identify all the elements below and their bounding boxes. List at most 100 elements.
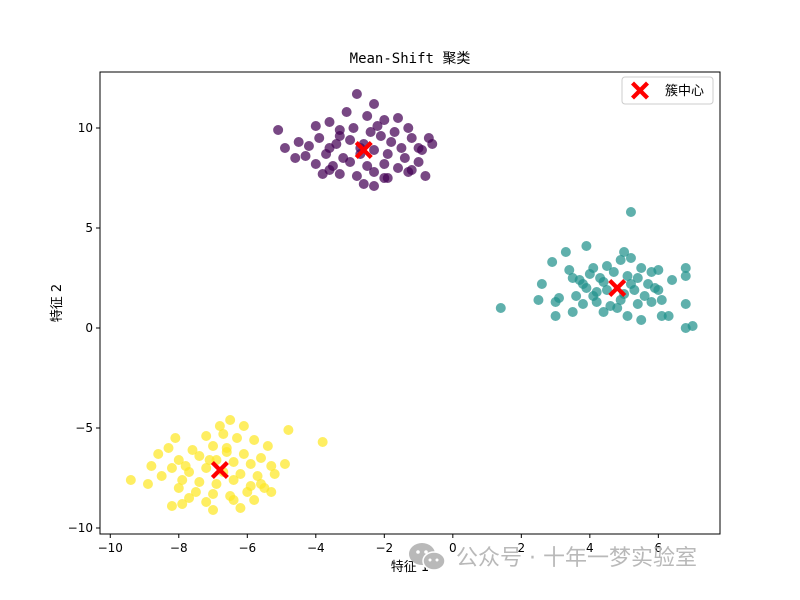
cluster-1-point <box>625 207 636 217</box>
cluster-0-point <box>334 169 345 179</box>
cluster-2-point <box>252 471 263 481</box>
cluster-2-point <box>242 487 253 497</box>
cluster-0-point <box>365 127 376 137</box>
cluster-1-point <box>619 247 630 257</box>
cluster-0-point <box>379 159 390 169</box>
cluster-2-point <box>249 435 260 445</box>
cluster-2-point <box>173 483 184 493</box>
cluster-1-point <box>687 321 698 331</box>
cluster-2-point <box>238 421 249 431</box>
cluster-2-point <box>177 475 188 485</box>
cluster-0-point <box>290 153 301 163</box>
cluster-1-point <box>571 291 582 301</box>
cluster-1-point <box>636 263 647 273</box>
cluster-2-point <box>279 459 290 469</box>
cluster-0-point <box>375 131 386 141</box>
cluster-1-point <box>536 279 547 289</box>
cluster-2-point <box>201 431 212 441</box>
cluster-1-point <box>598 307 609 317</box>
y-tick-label: −10 <box>68 521 93 535</box>
cluster-1-point <box>646 297 657 307</box>
cluster-0-point <box>403 167 414 177</box>
cluster-1-point <box>495 303 506 313</box>
cluster-2-point <box>238 449 249 459</box>
cluster-1-point <box>550 297 561 307</box>
cluster-1-point <box>653 285 664 295</box>
cluster-2-point <box>166 463 177 473</box>
cluster-0-point <box>314 133 325 143</box>
cluster-0-point <box>416 145 427 155</box>
cluster-1-point <box>680 271 691 281</box>
cluster-2-point <box>235 503 246 513</box>
cluster-0-point <box>334 131 345 141</box>
cluster-2-point <box>173 455 184 465</box>
cluster-0-point <box>413 157 424 167</box>
cluster-0-point <box>369 145 380 155</box>
cluster-0-point <box>389 127 400 137</box>
legend-center-marker <box>631 81 649 100</box>
cluster-2-point <box>283 425 294 435</box>
cluster-0-point <box>341 107 352 117</box>
x-tick-label: −2 <box>375 541 393 555</box>
cluster-center-1 <box>608 279 627 297</box>
cluster-0-point <box>396 143 407 153</box>
cluster-1-point <box>632 273 643 283</box>
cluster-1-point <box>608 267 619 277</box>
cluster-2-point <box>245 459 256 469</box>
cluster-2-point <box>232 433 243 443</box>
cluster-0-point <box>273 125 284 135</box>
cluster-1-point <box>588 291 599 301</box>
legend: 簇中心 <box>621 76 714 105</box>
cluster-0-point <box>382 149 393 159</box>
cluster-2-point <box>201 463 212 473</box>
cluster-1-point <box>643 279 654 289</box>
cluster-1-point <box>615 295 626 305</box>
cluster-0-point <box>362 161 373 171</box>
x-tick-label: 4 <box>586 541 594 555</box>
wechat-icon <box>409 543 446 571</box>
cluster-0-point <box>358 179 369 189</box>
cluster-1-point <box>612 303 623 313</box>
cluster-0-point <box>427 139 438 149</box>
cluster-2-point <box>146 461 157 471</box>
y-tick-label: 0 <box>85 321 93 335</box>
cluster-1-point <box>581 241 592 251</box>
cluster-0-point <box>303 141 314 151</box>
y-tick-label: 5 <box>85 221 93 235</box>
cluster-1-point <box>550 311 561 321</box>
cluster-1-point <box>656 295 667 305</box>
cluster-0-point <box>351 171 362 181</box>
cluster-0-point <box>372 121 383 131</box>
x-tick-label: 6 <box>655 541 663 555</box>
cluster-2-point <box>170 433 181 443</box>
cluster-1-point <box>680 263 691 273</box>
y-axis-ticks: −10 −5 0 5 10 <box>68 121 100 535</box>
cluster-1-point <box>622 271 633 281</box>
x-tick-label: 0 <box>449 541 457 555</box>
cluster-1-point <box>639 291 650 301</box>
cluster-0-point <box>399 153 410 163</box>
cluster-0-point <box>293 137 304 147</box>
cluster-2-point <box>255 453 266 463</box>
cluster-0-point <box>310 121 321 131</box>
cluster-2-point <box>317 437 328 447</box>
cluster-2-point <box>266 461 277 471</box>
cluster-1-point <box>577 299 588 309</box>
x-axis-ticks: −10 −8 −6 −4 −2 0 2 4 6 <box>98 534 663 555</box>
cluster-0-point <box>345 135 356 145</box>
cluster-1-point <box>615 255 626 265</box>
cluster-2-point <box>214 421 225 431</box>
cluster-2-point <box>187 445 198 455</box>
cluster-1-point <box>601 285 612 295</box>
cluster-2-point <box>249 495 260 505</box>
cluster-2-point <box>142 479 153 489</box>
cluster-1-point <box>598 277 609 287</box>
cluster-2-point <box>266 487 277 497</box>
cluster-2-point <box>177 499 188 509</box>
cluster-0-point <box>369 99 380 109</box>
cluster-0-point <box>379 115 390 125</box>
cluster-1-point <box>547 257 558 267</box>
cluster-0-point <box>300 151 311 161</box>
chart-title: Mean-Shift 聚类 <box>350 51 471 67</box>
